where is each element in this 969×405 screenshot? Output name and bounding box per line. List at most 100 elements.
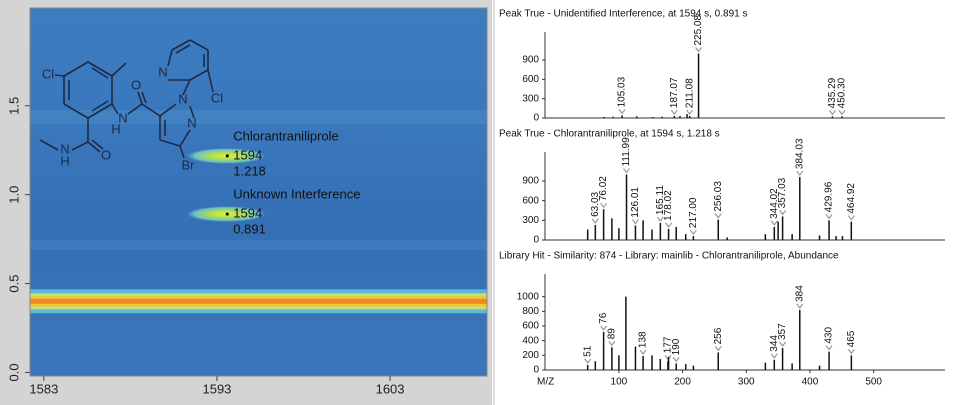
x-tick-label: 1603 <box>376 381 405 396</box>
y-tick-label: 300 <box>522 93 539 104</box>
peak-marker <box>825 213 833 220</box>
x-tick-label: 500 <box>865 377 882 388</box>
peak-marker <box>825 345 833 351</box>
peak-label: 464.92 <box>846 183 857 214</box>
peak-marker <box>689 229 697 236</box>
peak-label: 165.11 <box>655 185 666 215</box>
atom-label: H <box>60 153 69 168</box>
x-tick-label: 1583 <box>29 381 58 396</box>
panel-title: Peak True - Unidentified Interference, a… <box>499 9 747 20</box>
peak-marker <box>591 218 599 224</box>
peak-label: 126.01 <box>630 187 641 218</box>
peak-marker <box>714 346 722 352</box>
peak-label: 217.00 <box>688 197 699 228</box>
peak-dot <box>225 154 229 158</box>
peak-name: Chlorantraniliprole <box>233 128 338 143</box>
peak-marker <box>796 303 804 309</box>
peak-marker <box>600 202 608 209</box>
y-tick-label: 600 <box>522 321 539 332</box>
y-tick-label: 900 <box>522 55 539 66</box>
x-tick-label: 100 <box>611 377 628 388</box>
peak-label: 63.03 <box>590 191 601 216</box>
structure: Cl N H O N N Br N Cl N H O <box>39 39 223 172</box>
contour-background <box>30 8 487 376</box>
peak-marker <box>608 340 616 347</box>
peak-label: 190 <box>671 338 682 355</box>
y-tick-label: 800 <box>522 306 539 317</box>
peak-label: 177 <box>663 336 674 353</box>
peak-marker <box>714 213 722 219</box>
y-tick-label: 0 <box>533 235 539 246</box>
peak-label: 76 <box>598 312 609 324</box>
atom-label: Cl <box>42 66 54 81</box>
y-tick-label: 1000 <box>517 291 540 302</box>
peak-label: 225.08 <box>693 15 704 46</box>
x-tick-label: 200 <box>674 377 691 388</box>
atom-label: O <box>131 77 141 92</box>
streak <box>30 240 487 250</box>
y-tick-label: 900 <box>522 176 539 187</box>
peak-marker <box>828 110 836 116</box>
peak-label: 105.03 <box>617 76 628 107</box>
peak-label: 138 <box>638 331 649 348</box>
peak-dot <box>225 212 229 216</box>
peak-label: 89 <box>607 328 618 340</box>
peak-marker <box>623 168 631 174</box>
y-tick-label: 600 <box>522 195 539 206</box>
x-tick-label: 1593 <box>202 381 231 396</box>
peak-name: Unknown Interference <box>233 186 360 201</box>
peak-marker <box>779 341 787 347</box>
peak-marker <box>847 348 855 355</box>
peak-x: 1594 <box>233 205 262 220</box>
peak-marker <box>796 170 804 177</box>
peak-label: 211.08 <box>684 78 695 108</box>
y-tick-label: 600 <box>522 74 539 85</box>
peak-marker <box>665 222 673 228</box>
band <box>30 298 487 304</box>
peak-label: 111.99 <box>621 137 632 167</box>
peak-label: 357.03 <box>777 177 788 208</box>
y-tick-label: 1.0 <box>6 186 21 204</box>
peak-marker <box>686 109 694 116</box>
peak-label: 429.96 <box>824 181 835 212</box>
peak-marker <box>639 349 647 356</box>
atom-label: N <box>158 64 167 79</box>
peak-y: 0.891 <box>233 221 266 236</box>
peak-label: 450.30 <box>837 77 848 108</box>
peak-label: 357 <box>777 323 788 340</box>
peak-marker <box>770 220 778 226</box>
peak-marker <box>770 353 778 359</box>
peak-marker <box>670 109 678 116</box>
peak-marker <box>779 210 787 216</box>
peak-label: 430 <box>824 327 835 344</box>
peak-marker <box>600 325 608 331</box>
panel-title: Library Hit - Similarity: 874 - Library:… <box>499 251 839 262</box>
peak-marker <box>847 215 855 221</box>
x-tick-label: 300 <box>738 377 755 388</box>
plot-border <box>29 7 488 377</box>
peak-x: 1594 <box>233 147 262 162</box>
atom-label: Br <box>182 157 196 172</box>
atom-label: N <box>178 91 187 106</box>
peak-y: 1.218 <box>233 163 266 178</box>
peak-marker <box>584 358 592 364</box>
peak-label: 187.07 <box>669 77 680 108</box>
peak-marker <box>838 110 846 116</box>
y-tick-label: 200 <box>522 350 539 361</box>
peak-label: 178.02 <box>663 190 674 221</box>
peak-marker <box>656 216 664 222</box>
peak-marker <box>631 219 639 225</box>
peak-label: 435.29 <box>827 77 838 108</box>
peak-label: 256 <box>713 327 724 344</box>
y-tick-label: 400 <box>522 335 539 346</box>
atom-label: H <box>111 121 120 136</box>
peak-label: 51 <box>582 345 593 357</box>
peak-label: 76.02 <box>598 176 609 201</box>
atom-label: N <box>60 141 69 156</box>
y-tick-label: 300 <box>522 215 539 226</box>
atom-label: N <box>118 110 127 125</box>
x-tick-label: 400 <box>802 377 819 388</box>
peak-label: 384 <box>794 285 805 302</box>
panel-title: Peak True - Chlorantraniliprole, at 1594… <box>499 129 720 140</box>
